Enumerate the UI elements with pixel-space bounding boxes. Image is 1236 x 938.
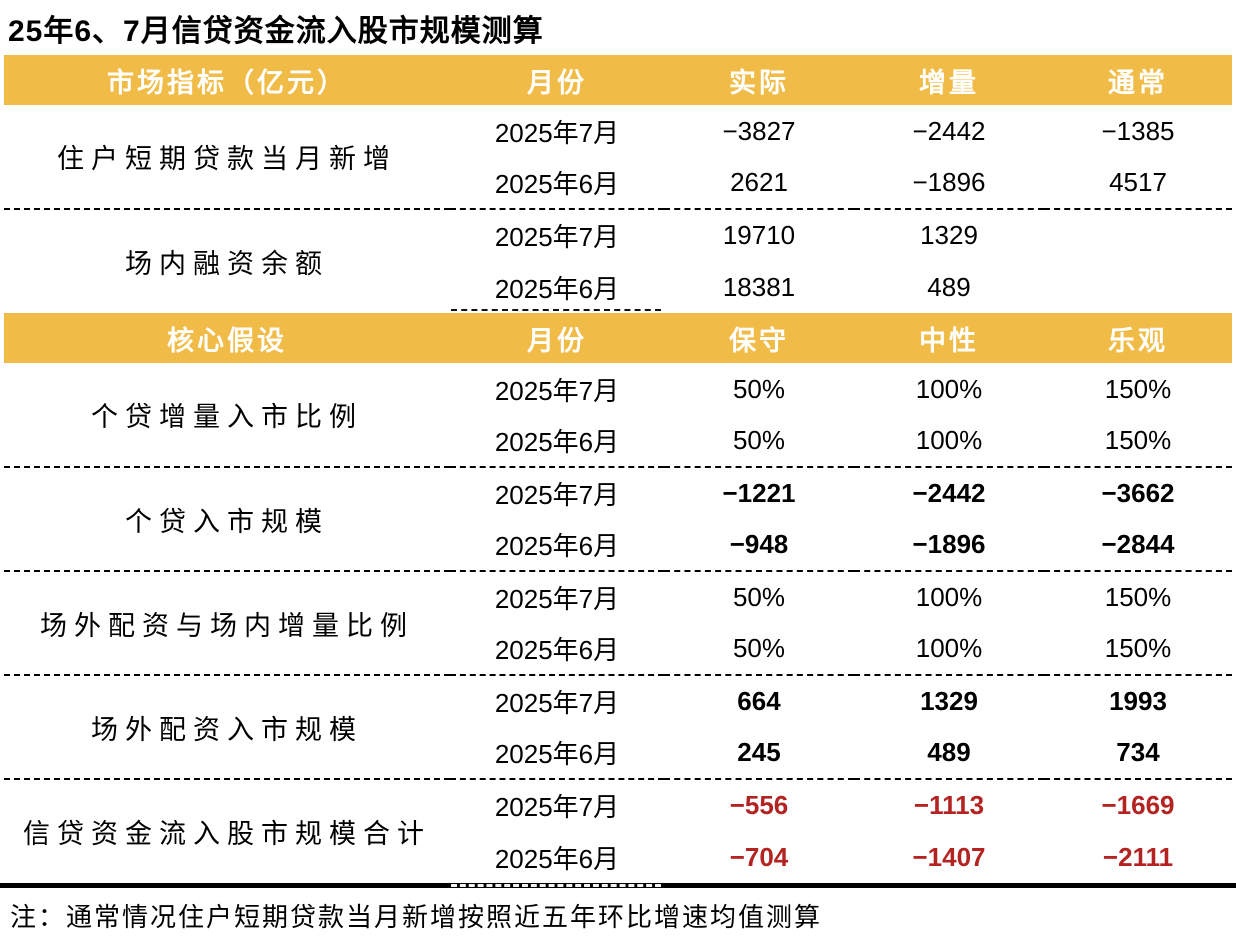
value-cell: 2621 [730,167,788,197]
page-title: 25年6、7月信贷资金流入股市规模测算 [8,15,544,48]
footnote: 注：通常情况住户短期贷款当月新增按照近五年环比增速均值测算 [10,902,823,932]
table-row: 场外配资入市规模 2025年7月 664 1329 1993 [4,674,1232,779]
value-cell [1044,261,1232,313]
month-cell: 2025年6月 [494,427,620,457]
value-cell: −3662 [1044,466,1232,519]
value-cell: 1993 [1044,674,1232,727]
row-group-label: 场外配资入市规模 [4,674,450,779]
value-cell: 664 [664,674,854,727]
value-cell: 100% [915,425,983,455]
month-cell: 2025年6月 [494,635,620,665]
value-cell: −2111 [1102,841,1174,872]
header-usual: 通常 [1044,55,1232,105]
header-row-market: 市场指标（亿元） 月份 实际 增量 通常 [4,55,1232,105]
table-row: 2025年6月 50% 100% 150% [4,623,1232,675]
table-row: 2025年6月 −704 −1407 −2111 [4,831,1232,883]
value-cell: −556 [664,778,854,831]
table-row: 个贷增量入市比例 2025年7月 50% 100% 150% [4,363,1232,433]
value-cell: 245 [737,737,781,767]
table-row: 场内融资余额 2025年7月 19710 1329 [4,208,1232,313]
value-cell: −2844 [1101,529,1175,559]
value-cell: 734 [1116,737,1160,767]
month-cell: 2025年6月 [494,531,620,561]
value-cell: 50% [732,425,786,455]
header-conservative: 保守 [664,313,854,363]
value-cell: 489 [927,737,971,767]
value-cell: −1896 [912,167,986,197]
value-cell: −2442 [854,466,1044,519]
value-cell: −1896 [912,529,986,559]
value-cell: 150% [1104,373,1172,404]
row-group-label: 信贷资金流入股市规模合计 [4,778,450,883]
table-row: 2025年6月 245 489 734 [4,727,1232,779]
month-cell: 2025年7月 [494,375,620,406]
value-cell: 4517 [1109,167,1167,197]
row-group-label: 场外配资与场内增量比例 [4,570,450,675]
month-cell: 2025年7月 [450,674,664,727]
row-group-label: 个贷增量入市比例 [91,402,363,432]
value-cell [1044,208,1232,261]
table-row: 2025年6月 2621 −1896 4517 [4,157,1232,209]
value-cell: −2442 [912,115,986,146]
value-cell: 50% [664,570,854,623]
month-cell: 2025年7月 [450,466,664,519]
value-cell: 50% [732,373,786,404]
row-group-label: 个贷入市规模 [4,466,450,571]
value-cell: 19710 [664,208,854,261]
value-cell: 100% [854,570,1044,623]
value-cell: 150% [1044,570,1232,623]
row-group-label: 住户短期贷款当月新增 [57,144,397,174]
table-row: 个贷入市规模 2025年7月 −1221 −2442 −3662 [4,466,1232,571]
header-month: 月份 [450,313,664,363]
value-cell: 100% [915,373,983,404]
header-market-indicator: 市场指标（亿元） [4,55,450,105]
value-cell: −1113 [854,778,1044,831]
header-actual: 实际 [664,55,854,105]
value-cell: −1407 [912,841,986,872]
value-cell: 489 [927,271,971,302]
table-row: 2025年6月 −948 −1896 −2844 [4,519,1232,571]
header-neutral: 中性 [854,313,1044,363]
month-cell: 2025年6月 [494,169,620,199]
header-optimistic: 乐观 [1044,313,1232,363]
table-row: 场外配资与场内增量比例 2025年7月 50% 100% 150% [4,570,1232,675]
month-cell: 2025年6月 [494,843,620,874]
table-row: 2025年6月 18381 489 [4,261,1232,313]
header-month: 月份 [450,55,664,105]
value-cell: 150% [1104,633,1172,663]
value-cell: 1329 [854,674,1044,727]
month-cell: 2025年7月 [450,208,664,261]
month-cell: 2025年7月 [494,117,620,148]
partial-dashed-divider-bottom [451,884,661,887]
table-row: 2025年6月 50% 100% 150% [4,415,1232,467]
value-cell: 150% [1104,425,1172,455]
month-cell: 2025年6月 [494,739,620,769]
month-cell: 2025年7月 [450,570,664,623]
value-cell: −1221 [664,466,854,519]
value-cell: 1329 [854,208,1044,261]
credit-funds-table: 市场指标（亿元） 月份 实际 增量 通常 住户短期贷款当月新增 2025年7月 … [4,55,1232,883]
value-cell: −3827 [722,115,796,146]
month-cell: 2025年7月 [450,778,664,831]
partial-dashed-divider-top [451,309,661,311]
value-cell: 18381 [722,271,796,302]
value-cell: −1669 [1044,778,1232,831]
table-row: 住户短期贷款当月新增 2025年7月 −3827 −2442 −1385 [4,105,1232,175]
table-row: 信贷资金流入股市规模合计 2025年7月 −556 −1113 −1669 [4,778,1232,883]
row-group-label: 场内融资余额 [4,208,450,313]
value-cell: −704 [729,841,789,872]
value-cell: 100% [915,633,983,663]
month-cell: 2025年6月 [494,273,620,304]
value-cell: 50% [732,633,786,663]
value-cell: −1385 [1101,115,1175,146]
header-row-assumptions: 核心假设 月份 保守 中性 乐观 [4,313,1232,363]
value-cell: −948 [729,529,789,559]
header-core-assumption: 核心假设 [4,313,450,363]
header-increment: 增量 [854,55,1044,105]
